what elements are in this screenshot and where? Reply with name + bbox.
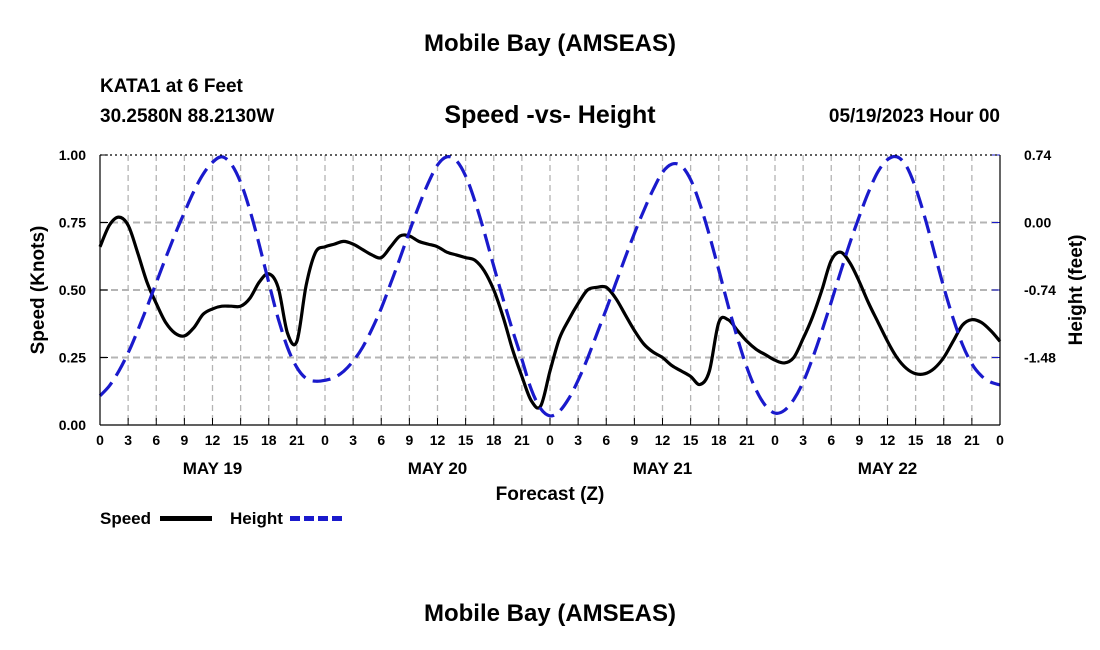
right-tick-label: -0.74 bbox=[1024, 282, 1056, 298]
x-tick-label: 18 bbox=[936, 432, 952, 448]
x-tick-label: 6 bbox=[152, 432, 160, 448]
x-tick-label: 0 bbox=[321, 432, 329, 448]
right-tick-label: 0.00 bbox=[1024, 215, 1051, 231]
x-axis-title: Forecast (Z) bbox=[496, 484, 605, 505]
left-tick-label: 0.50 bbox=[59, 282, 86, 298]
second-chart-title: Mobile Bay (AMSEAS) bbox=[423, 600, 677, 627]
right-axis-title: Height (feet) bbox=[1066, 235, 1087, 346]
x-tick-label: 9 bbox=[630, 432, 638, 448]
series-layer bbox=[98, 154, 1002, 418]
left-tick-label: 0.00 bbox=[59, 417, 86, 433]
x-tick-label: 6 bbox=[377, 432, 385, 448]
legend-height-swatch bbox=[290, 516, 342, 521]
x-tick-label: 0 bbox=[771, 432, 779, 448]
x-tick-label: 3 bbox=[799, 432, 807, 448]
height-series-line bbox=[98, 154, 1001, 418]
x-tick-label: 3 bbox=[124, 432, 132, 448]
x-tick-label: 18 bbox=[711, 432, 727, 448]
chart-subtitle: Speed -vs- Height bbox=[444, 101, 656, 129]
x-tick-label: 12 bbox=[880, 432, 896, 448]
x-tick-label: 15 bbox=[233, 432, 249, 448]
x-tick-label: 18 bbox=[486, 432, 502, 448]
x-tick-label: 3 bbox=[574, 432, 582, 448]
x-tick-label: 21 bbox=[964, 432, 980, 448]
axes-layer bbox=[99, 154, 1001, 426]
x-tick-label: 15 bbox=[908, 432, 924, 448]
left-axis-title: Speed (Knots) bbox=[28, 226, 49, 355]
left-tick-label: 0.25 bbox=[59, 350, 86, 366]
station-coordinates: 30.2580N 88.2130W bbox=[100, 106, 275, 127]
chart-main-title: Mobile Bay (AMSEAS) bbox=[423, 30, 677, 57]
right-tick-label: 0.74 bbox=[1024, 147, 1051, 163]
x-tick-label: 15 bbox=[683, 432, 699, 448]
x-tick-label: 18 bbox=[261, 432, 277, 448]
grid-layer bbox=[100, 155, 1000, 425]
x-tick-label: 9 bbox=[405, 432, 413, 448]
x-tick-label: 0 bbox=[96, 432, 104, 448]
left-tick-label: 0.75 bbox=[59, 215, 86, 231]
x-tick-label: 21 bbox=[289, 432, 305, 448]
left-tick-label: 1.00 bbox=[59, 147, 86, 163]
x-tick-label: 9 bbox=[855, 432, 863, 448]
x-tick-label: 21 bbox=[514, 432, 530, 448]
legend-height-label: Height bbox=[230, 509, 283, 528]
x-tick-label: 3 bbox=[349, 432, 357, 448]
day-label: MAY 20 bbox=[408, 459, 468, 478]
labels-layer: 0 3 6 9 12 15 18 21 0 3 6 9 12 15 18 21 0 3 6 9 12 15 18 21 0 3 6 9… bbox=[28, 147, 1087, 505]
day-label: MAY 22 bbox=[858, 459, 918, 478]
x-tick-label: 12 bbox=[205, 432, 221, 448]
x-tick-label: 21 bbox=[739, 432, 755, 448]
x-tick-label: 0 bbox=[996, 432, 1004, 448]
legend-speed-swatch bbox=[160, 516, 212, 521]
forecast-run-time: 05/19/2023 Hour 00 bbox=[828, 106, 1000, 127]
station-label: KATA1 at 6 Feet bbox=[100, 76, 243, 97]
x-tick-label: 6 bbox=[827, 432, 835, 448]
legend-speed-label: Speed bbox=[100, 509, 152, 528]
right-tick-label: -1.48 bbox=[1024, 350, 1056, 366]
day-label: MAY 19 bbox=[183, 459, 243, 478]
x-tick-label: 15 bbox=[458, 432, 474, 448]
x-tick-label: 6 bbox=[602, 432, 610, 448]
x-tick-label: 9 bbox=[180, 432, 188, 448]
x-tick-label: 12 bbox=[655, 432, 671, 448]
x-tick-label: 12 bbox=[430, 432, 446, 448]
day-label: MAY 21 bbox=[633, 459, 693, 478]
x-tick-label: 0 bbox=[546, 432, 554, 448]
speed-series-line bbox=[98, 215, 1002, 410]
